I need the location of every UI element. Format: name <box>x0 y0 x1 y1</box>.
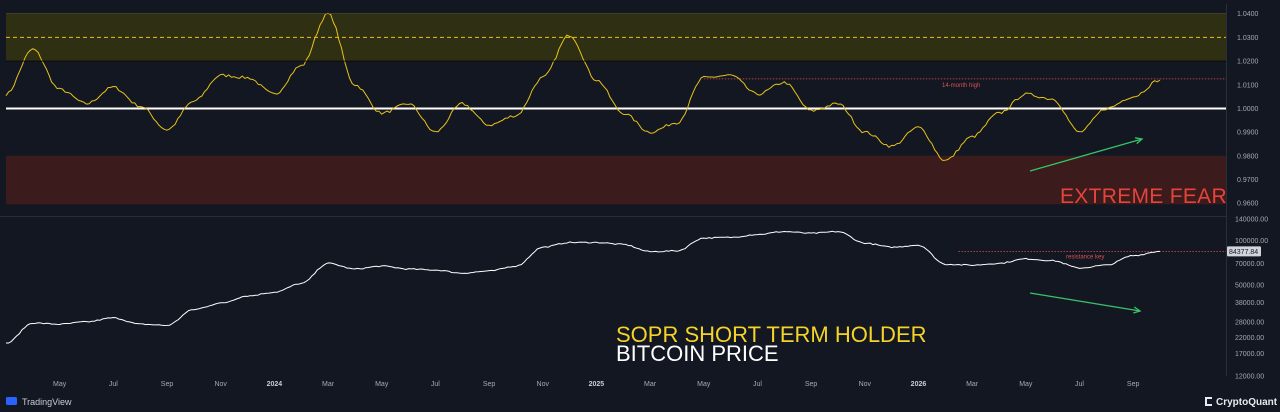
sopr-y-tick: 0.9600 <box>1237 201 1259 208</box>
x-tick-label: 2024 <box>267 381 283 388</box>
x-tick-label: Nov <box>859 381 872 388</box>
x-tick-label: Sep <box>805 381 818 388</box>
tradingview-brand-text: TradingView <box>22 397 72 407</box>
legend-sopr-caption: SOPR SHORT TERM HOLDER <box>616 322 927 347</box>
price-y-tick: 38000.00 <box>1235 300 1264 307</box>
x-tick-label: Mar <box>644 381 657 388</box>
x-tick-label: Jul <box>109 381 118 388</box>
last-price-tag <box>1227 246 1261 257</box>
price-y-tick: 12000.00 <box>1235 374 1264 381</box>
sopr-y-tick: 0.9700 <box>1237 177 1259 184</box>
sopr-y-tick: 0.9800 <box>1237 153 1259 160</box>
legend-price-caption: BITCOIN PRICE <box>616 341 779 366</box>
x-tick-label: 2026 <box>911 381 927 388</box>
fourteen-month-high-label: 14-month high <box>942 83 980 89</box>
x-tick-label: Sep <box>1127 381 1140 388</box>
x-tick-label: May <box>53 381 67 388</box>
x-tick-label: Jul <box>1075 381 1084 388</box>
extreme-fear-label: EXTREME FEAR <box>1060 185 1227 208</box>
sopr-y-tick: 1.0400 <box>1237 11 1259 18</box>
arrow-shaft <box>1029 138 1143 172</box>
tradingview-logo-icon <box>6 397 17 405</box>
sopr-series-line <box>5 12 1161 161</box>
sopr-y-tick: 1.0200 <box>1237 59 1259 66</box>
arrow-head <box>1134 137 1144 145</box>
price-y-tick: 28000.00 <box>1235 319 1264 326</box>
footer-bar <box>0 392 1280 412</box>
x-tick-label: Sep <box>161 381 174 388</box>
x-tick-label: Jul <box>431 381 440 388</box>
x-tick-label: May <box>697 381 711 388</box>
cryptoquant-logo: CryptoQuant <box>1205 397 1278 408</box>
cryptoquant-brand-text: CryptoQuant <box>1216 397 1278 408</box>
x-tick-label: Jul <box>753 381 762 388</box>
x-tick-label: May <box>1019 381 1033 388</box>
sopr-y-tick: 0.9900 <box>1237 130 1259 137</box>
bitcoin-price-line <box>6 230 1161 344</box>
time-x-axis: May Jul Sep Nov 2024 Mar May Jul Sep Nov 2025 Mar Ma… <box>53 381 1139 388</box>
resistance-key-label: resistance key <box>1066 254 1104 260</box>
green-trend-arrow-down <box>1029 292 1142 314</box>
price-y-tick: 140000.00 <box>1235 217 1268 224</box>
sopr-panel: 14-month high 1.04001.03001.02001.01001.… <box>5 11 1259 208</box>
green-trend-arrow-up <box>1029 137 1144 172</box>
arrow-shaft <box>1029 292 1141 312</box>
tradingview-logo: TradingView <box>6 397 72 407</box>
sopr-y-tick: 1.0300 <box>1237 35 1259 42</box>
x-tick-label: Mar <box>966 381 979 388</box>
price-panel: resistance key 140000.00 100000.00 70000.0… <box>6 217 1268 381</box>
price-y-tick: 17000.00 <box>1235 351 1264 358</box>
sopr-y-axis: 1.0400 1.0300 1.0200 1.0100 1.0000 0.9900 0.98… <box>1237 11 1259 207</box>
price-y-tick: 100000.00 <box>1235 238 1268 245</box>
x-tick-label: Mar <box>322 381 335 388</box>
price-y-tick: 22000.00 <box>1235 335 1264 342</box>
last-price-value: 84377.84 <box>1229 249 1258 256</box>
price-y-axis: 140000.00 100000.00 70000.00 50000.00 38000.… <box>1235 217 1268 381</box>
sopr-y-tick: 1.0100 <box>1237 82 1259 89</box>
x-tick-label: 2025 <box>589 381 605 388</box>
price-y-tick: 70000.00 <box>1235 261 1264 268</box>
cryptoquant-logo-icon <box>1205 397 1212 406</box>
extreme-fear-band <box>6 155 1226 205</box>
x-tick-label: Nov <box>214 381 227 388</box>
sopr-y-tick: 1.0000 <box>1237 106 1259 113</box>
arrow-head <box>1133 306 1142 314</box>
price-y-tick: 50000.00 <box>1235 282 1264 289</box>
x-tick-label: Nov <box>537 381 550 388</box>
x-tick-label: May <box>375 381 389 388</box>
x-tick-label: Sep <box>483 381 496 388</box>
